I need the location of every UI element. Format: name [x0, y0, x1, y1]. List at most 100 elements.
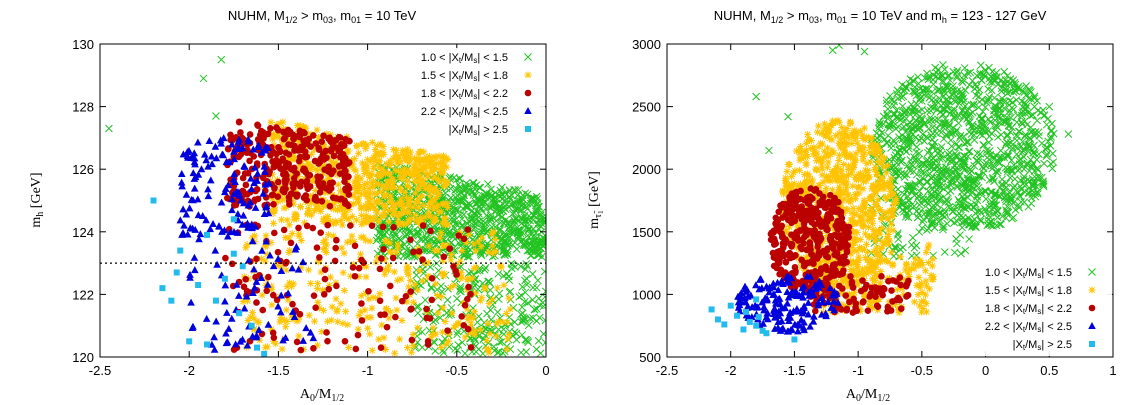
right-point — [898, 102, 907, 111]
right-point — [990, 72, 998, 81]
right-point — [1018, 137, 1027, 146]
left-point — [312, 304, 319, 312]
left-point — [308, 177, 316, 185]
left-point — [264, 320, 273, 328]
left-point — [223, 308, 231, 316]
left-point — [267, 118, 275, 126]
left-point — [525, 239, 533, 248]
right-point — [958, 78, 967, 87]
left-point — [231, 340, 240, 348]
left-point — [496, 225, 504, 233]
left-point — [348, 212, 356, 220]
left-point — [268, 191, 276, 199]
left-point — [271, 133, 279, 141]
right-point — [859, 223, 867, 231]
right-point — [884, 131, 893, 140]
left-point — [526, 243, 535, 252]
right-point — [894, 94, 902, 103]
right-point — [907, 186, 916, 195]
left-point — [351, 242, 359, 250]
left-point — [431, 214, 439, 222]
right-point — [869, 225, 877, 233]
left-point — [205, 137, 214, 145]
right-point — [967, 100, 976, 109]
left-point — [514, 185, 523, 194]
left-point — [244, 135, 253, 143]
left-point — [296, 203, 304, 211]
left-point — [526, 251, 535, 260]
right-point — [982, 195, 990, 203]
left-point — [390, 146, 398, 154]
left-point — [381, 256, 389, 264]
right-point — [907, 160, 916, 168]
left-point — [470, 222, 478, 230]
right-point — [1000, 67, 1009, 76]
left-point — [464, 226, 472, 233]
left-point — [296, 310, 304, 318]
left-point — [425, 242, 433, 250]
left-point — [186, 338, 193, 345]
left-point — [404, 145, 412, 153]
right-point — [953, 72, 961, 80]
left-point — [338, 221, 346, 229]
right-point — [950, 218, 959, 227]
left-point — [368, 195, 376, 203]
left-point — [236, 310, 243, 317]
left-point — [493, 348, 502, 357]
left-point — [393, 160, 401, 168]
left-point — [492, 206, 501, 215]
right-point — [984, 138, 993, 147]
right-point — [927, 219, 936, 228]
left-point — [408, 171, 416, 179]
right-point — [1003, 130, 1012, 139]
left-point — [368, 222, 376, 229]
right-point — [1029, 182, 1037, 191]
right-point — [836, 140, 844, 148]
left-point — [452, 267, 459, 275]
left-point — [330, 160, 338, 168]
right-point — [876, 252, 884, 260]
left-point — [494, 317, 502, 325]
right-point — [860, 200, 868, 208]
right-point — [927, 193, 936, 202]
right-point — [818, 157, 826, 165]
left-point — [221, 297, 229, 305]
right-point — [890, 205, 898, 213]
right-point — [821, 120, 829, 128]
left-point — [224, 181, 232, 189]
left-point — [467, 319, 475, 327]
left-point — [461, 349, 469, 357]
right-point — [912, 148, 920, 157]
left-point — [273, 150, 280, 158]
left-point — [508, 228, 516, 236]
left-point — [291, 147, 298, 154]
right-point — [837, 167, 845, 175]
right-point — [985, 203, 993, 212]
left-point — [302, 124, 310, 132]
left-point — [399, 205, 407, 213]
left-point — [485, 277, 493, 286]
right-point — [880, 185, 888, 193]
left-point — [370, 165, 378, 173]
left-point — [435, 152, 443, 160]
left-point — [465, 230, 473, 238]
right-point — [918, 298, 926, 306]
left-point — [389, 183, 397, 191]
right-point — [902, 134, 911, 143]
left-point — [435, 175, 443, 183]
left-point — [376, 149, 384, 157]
left-point — [385, 262, 393, 270]
right-point — [964, 220, 973, 229]
left-point — [324, 337, 331, 345]
right-point — [840, 146, 848, 154]
right-point — [878, 177, 886, 185]
right-point — [954, 119, 963, 128]
left-point — [404, 177, 412, 185]
right-point — [992, 209, 1000, 217]
left-point — [235, 188, 243, 196]
right-point — [832, 132, 840, 140]
left-point — [465, 252, 474, 261]
right-point — [939, 61, 947, 69]
right-point — [817, 276, 825, 284]
left-point — [470, 209, 479, 217]
